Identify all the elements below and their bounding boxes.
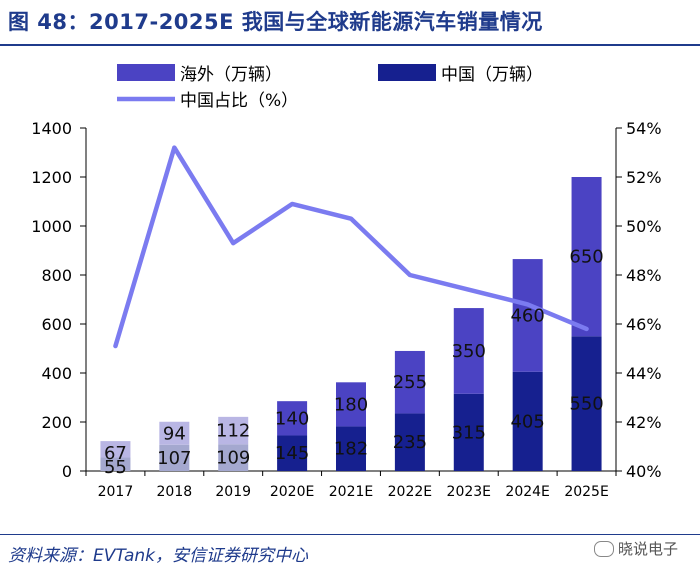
legend: 海外（万辆） 中国（万辆） 中国占比（%） (117, 64, 543, 111)
title-divider (0, 44, 700, 46)
overseas-value-label: 650 (569, 247, 603, 268)
china-value-label: 55 (104, 457, 127, 478)
china-value-label: 315 (452, 422, 486, 443)
china-bar (571, 336, 602, 471)
left-tick-label: 0 (62, 462, 72, 481)
overseas-bar (100, 441, 131, 458)
footer-divider (0, 534, 700, 535)
legend-swatch-overseas (117, 64, 175, 81)
x-tick-label: 2025E (564, 484, 608, 500)
china-bar (277, 435, 308, 471)
x-tick-label: 2017 (98, 484, 134, 500)
overseas-value-label: 140 (275, 408, 309, 429)
overseas-value-label: 460 (510, 305, 544, 326)
china-value-label: 235 (393, 432, 427, 453)
left-tick-label: 1400 (31, 119, 72, 138)
x-tick-label: 2024E (505, 484, 549, 500)
china-value-label: 405 (510, 411, 544, 432)
left-tick-label: 400 (41, 364, 72, 383)
right-tick-label: 54% (626, 119, 662, 138)
left-tick-label: 1000 (31, 217, 72, 236)
overseas-value-label: 112 (216, 421, 250, 442)
legend-label-share: 中国占比（%） (180, 91, 298, 111)
right-tick-label: 48% (626, 266, 662, 285)
china-bar (159, 444, 190, 471)
watermark: 晓说电子 (593, 538, 678, 559)
overseas-value-label: 350 (452, 341, 486, 362)
china-bar (336, 426, 366, 471)
right-tick-label: 46% (626, 315, 662, 334)
right-tick-label: 50% (626, 217, 662, 236)
overseas-value-label: 67 (104, 443, 127, 464)
x-tick-label: 2020E (270, 484, 314, 500)
x-tick-label: 2022E (388, 484, 432, 500)
overseas-bar (571, 177, 602, 337)
right-tick-label: 44% (626, 364, 662, 383)
overseas-bar (277, 401, 308, 436)
overseas-bar (394, 350, 425, 414)
figure-title: 图 48：2017-2025E 我国与全球新能源汽车销量情况 (8, 10, 543, 34)
overseas-value-label: 94 (163, 423, 186, 444)
x-tick-label: 2018 (157, 484, 193, 500)
legend-label-overseas: 海外（万辆） (180, 65, 282, 85)
watermark-text: 晓说电子 (617, 540, 678, 558)
right-tick-label: 42% (626, 413, 662, 432)
x-tick-label: 2019 (215, 484, 251, 500)
china-bar (218, 444, 249, 471)
left-tick-label: 200 (41, 413, 72, 432)
source-note: 资料来源：EVTank，安信证券研究中心 (8, 546, 309, 566)
right-tick-label: 52% (626, 168, 662, 187)
overseas-value-label: 255 (393, 372, 427, 393)
x-tick-label: 2021E (329, 484, 373, 500)
right-tick-label: 40% (626, 462, 662, 481)
china-bar (453, 393, 484, 471)
left-tick-label: 800 (41, 266, 72, 285)
wechat-icon (593, 540, 614, 557)
overseas-bar (453, 308, 484, 394)
china-value-label: 145 (275, 443, 309, 464)
china-value-label: 550 (569, 394, 603, 415)
overseas-bar (512, 259, 543, 372)
share-line-layer (113, 145, 589, 349)
overseas-bar (336, 382, 366, 427)
legend-swatch-china (378, 64, 436, 81)
x-tick-label: 2023E (447, 484, 491, 500)
china-bar (100, 457, 131, 471)
china-bar (512, 371, 543, 471)
title-bar: 图 48：2017-2025E 我国与全球新能源汽车销量情况 (0, 0, 700, 46)
legend-label-china: 中国（万辆） (441, 65, 543, 85)
china-value-label: 107 (157, 448, 191, 469)
china-value-label: 109 (216, 448, 250, 469)
right-axis: 40% 42% 44% 46% 48% 50% 52% 54% (616, 119, 662, 481)
overseas-bar (218, 416, 249, 445)
overseas-bar (159, 421, 190, 445)
left-axis: 0 200 400 600 800 1000 1200 1400 (31, 119, 86, 481)
overseas-value-label: 180 (334, 394, 368, 415)
x-axis: 2017 2018 2019 2020E 2021E 2022E 2023E 2024E 202… (85, 471, 617, 500)
china-bar (394, 413, 425, 471)
china-value-label: 182 (334, 439, 368, 460)
bars-layer (100, 177, 602, 471)
left-tick-label: 1200 (31, 168, 72, 187)
left-tick-label: 600 (41, 315, 72, 334)
